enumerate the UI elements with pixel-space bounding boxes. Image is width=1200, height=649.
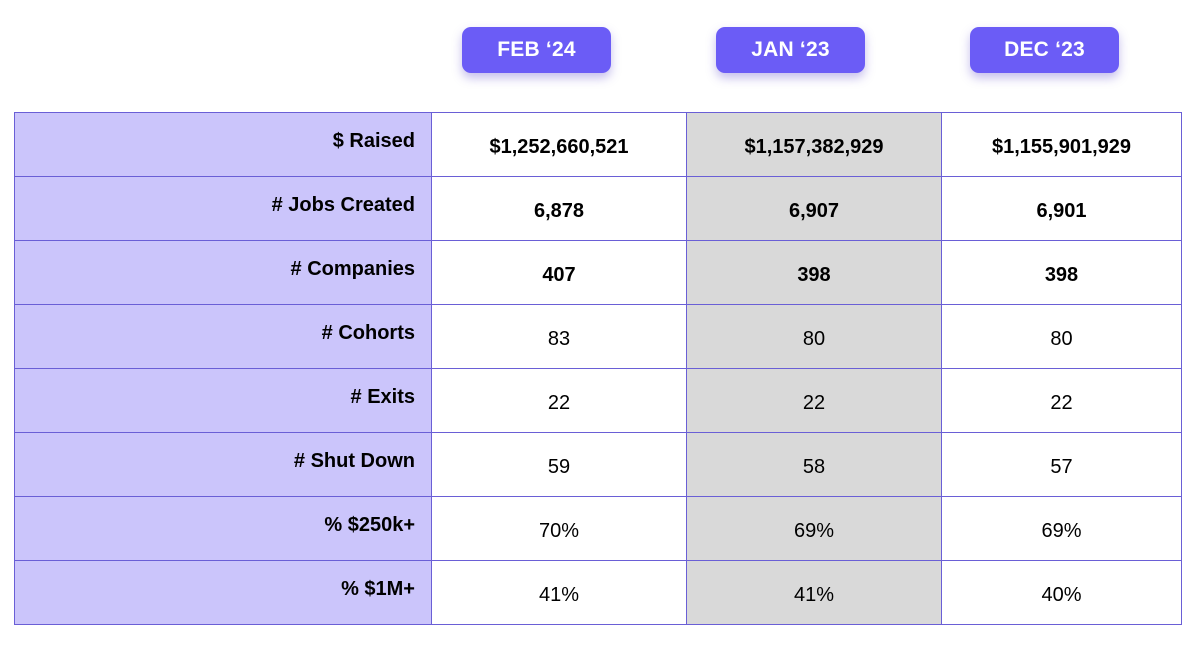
table-cell: 69% [686, 496, 942, 561]
column-header-feb-24: FEB ‘24 [462, 27, 611, 73]
row-label: # Exits [14, 368, 432, 433]
table-cell: 6,878 [431, 176, 687, 241]
table-cell: 22 [686, 368, 942, 433]
column-header-jan-23: JAN ‘23 [716, 27, 865, 73]
table-cell: 41% [431, 560, 687, 625]
table-cell: 59 [431, 432, 687, 497]
table-cell: 69% [941, 496, 1182, 561]
table-cell: 57 [941, 432, 1182, 497]
table-cell: 58 [686, 432, 942, 497]
table-cell: $1,157,382,929 [686, 112, 942, 177]
metrics-table: $ Raised $1,252,660,521 $1,157,382,929 $… [14, 112, 1182, 625]
table-cell: 22 [941, 368, 1182, 433]
table-row-companies: # Companies 407 398 398 [14, 240, 1182, 305]
table-row-250k-plus: % $250k+ 70% 69% 69% [14, 496, 1182, 561]
table-row-shut-down: # Shut Down 59 58 57 [14, 432, 1182, 497]
table-cell: 407 [431, 240, 687, 305]
table-cell: 6,907 [686, 176, 942, 241]
table-cell: 22 [431, 368, 687, 433]
row-label: # Cohorts [14, 304, 432, 369]
table-cell: 6,901 [941, 176, 1182, 241]
row-label: # Companies [14, 240, 432, 305]
table-cell: 83 [431, 304, 687, 369]
row-label: $ Raised [14, 112, 432, 177]
table-cell: $1,252,660,521 [431, 112, 687, 177]
table-cell: 40% [941, 560, 1182, 625]
table-cell: 80 [941, 304, 1182, 369]
row-label: # Jobs Created [14, 176, 432, 241]
row-label: % $250k+ [14, 496, 432, 561]
table-cell: 41% [686, 560, 942, 625]
column-header-dec-23: DEC ‘23 [970, 27, 1119, 73]
table-cell: $1,155,901,929 [941, 112, 1182, 177]
table-row-exits: # Exits 22 22 22 [14, 368, 1182, 433]
table-cell: 398 [941, 240, 1182, 305]
table-cell: 398 [686, 240, 942, 305]
table-row-cohorts: # Cohorts 83 80 80 [14, 304, 1182, 369]
row-label: % $1M+ [14, 560, 432, 625]
row-label: # Shut Down [14, 432, 432, 497]
table-cell: 70% [431, 496, 687, 561]
table-row-raised: $ Raised $1,252,660,521 $1,157,382,929 $… [14, 112, 1182, 177]
table-cell: 80 [686, 304, 942, 369]
table-row-jobs-created: # Jobs Created 6,878 6,907 6,901 [14, 176, 1182, 241]
table-row-1m-plus: % $1M+ 41% 41% 40% [14, 560, 1182, 625]
